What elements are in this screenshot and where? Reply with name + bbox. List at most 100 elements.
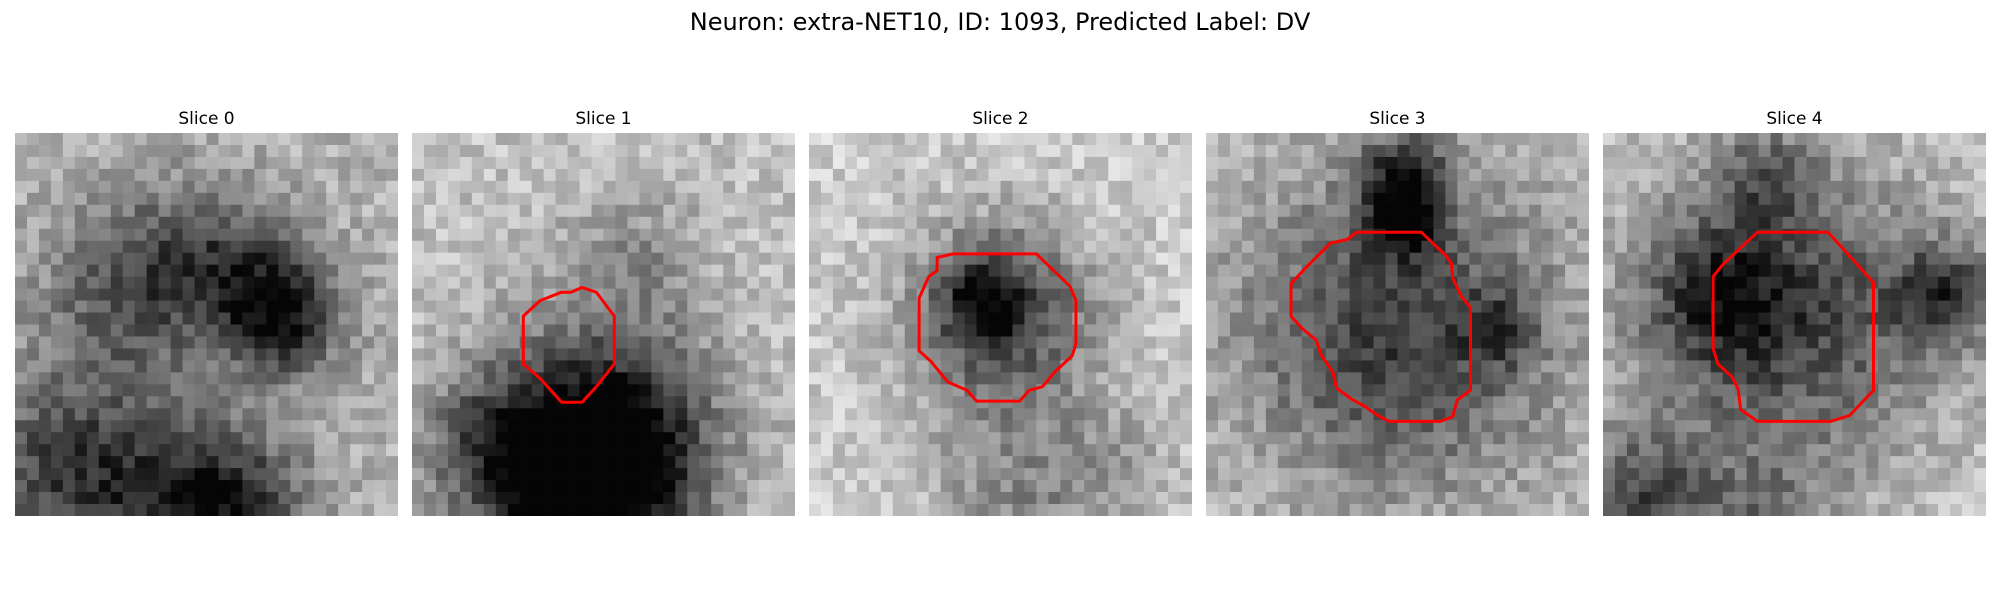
image-pixel <box>1277 312 1291 326</box>
image-pixel <box>1397 408 1411 421</box>
image-pixel <box>1349 348 1363 362</box>
image-pixel <box>519 204 533 218</box>
image-pixel <box>639 168 652 182</box>
image-pixel <box>1313 480 1327 493</box>
image-pixel <box>1060 144 1073 158</box>
image-pixel <box>1541 300 1554 314</box>
image-pixel <box>1746 432 1760 445</box>
image-pixel <box>314 133 327 146</box>
image-pixel <box>1241 276 1255 290</box>
image-pixel <box>1758 168 1772 182</box>
image-pixel <box>1614 192 1628 206</box>
image-pixel <box>338 504 351 516</box>
image-pixel <box>783 504 795 516</box>
image-pixel <box>1577 192 1589 206</box>
image-pixel <box>868 228 882 242</box>
image-pixel <box>1433 156 1446 170</box>
image-pixel <box>471 312 485 326</box>
image-pixel <box>1842 384 1855 397</box>
image-pixel <box>423 444 437 457</box>
image-pixel <box>1878 348 1891 362</box>
image-pixel <box>1914 252 1927 266</box>
image-pixel <box>1144 468 1157 481</box>
image-pixel <box>338 432 351 445</box>
image-pixel <box>856 372 870 385</box>
image-pixel <box>1265 252 1279 266</box>
image-pixel <box>1493 324 1506 338</box>
image-pixel <box>771 288 784 302</box>
image-pixel <box>771 240 784 254</box>
image-pixel <box>1253 324 1267 338</box>
image-pixel <box>1313 408 1327 421</box>
image-pixel <box>1373 300 1387 314</box>
image-pixel <box>904 312 918 326</box>
image-pixel <box>412 276 425 290</box>
image-pixel <box>699 348 712 362</box>
image-pixel <box>1890 264 1903 278</box>
image-pixel <box>338 216 351 230</box>
image-pixel <box>1469 432 1482 445</box>
image-pixel <box>1289 300 1303 314</box>
image-pixel <box>639 372 652 385</box>
image-pixel <box>302 204 315 218</box>
image-pixel <box>86 156 100 170</box>
image-pixel <box>122 144 136 158</box>
image-pixel <box>928 192 942 206</box>
image-pixel <box>952 336 966 350</box>
image-pixel <box>435 144 449 158</box>
image-pixel <box>1120 456 1133 469</box>
image-pixel <box>832 216 846 230</box>
image-pixel <box>1096 408 1109 421</box>
image-pixel <box>50 504 64 516</box>
image-pixel <box>86 300 100 314</box>
image-pixel <box>1289 396 1303 409</box>
image-pixel <box>687 372 700 385</box>
image-pixel <box>1060 480 1073 493</box>
image-pixel <box>1878 312 1891 326</box>
image-pixel <box>1926 384 1939 397</box>
image-pixel <box>1445 468 1458 481</box>
image-pixel <box>531 384 545 397</box>
image-pixel <box>1638 324 1652 338</box>
image-pixel <box>809 420 822 433</box>
image-pixel <box>1794 133 1808 146</box>
image-pixel <box>711 180 724 194</box>
image-pixel <box>15 360 28 373</box>
image-pixel <box>904 288 918 302</box>
image-pixel <box>122 240 136 254</box>
image-pixel <box>1553 336 1566 350</box>
image-pixel <box>892 396 906 409</box>
image-pixel <box>1698 384 1712 397</box>
image-pixel <box>50 228 64 242</box>
image-pixel <box>809 252 822 266</box>
image-pixel <box>278 348 291 362</box>
image-pixel <box>194 468 208 481</box>
image-pixel <box>495 240 509 254</box>
image-pixel <box>1108 504 1121 516</box>
image-pixel <box>1758 264 1772 278</box>
image-pixel <box>314 504 327 516</box>
image-pixel <box>687 408 700 421</box>
image-pixel <box>471 204 485 218</box>
image-pixel <box>290 156 303 170</box>
image-pixel <box>170 324 184 338</box>
image-pixel <box>1120 180 1133 194</box>
image-pixel <box>62 252 76 266</box>
image-pixel <box>1541 396 1554 409</box>
image-pixel <box>254 276 267 290</box>
image-pixel <box>1577 444 1589 457</box>
image-pixel <box>928 228 942 242</box>
image-pixel <box>1457 468 1470 481</box>
image-pixel <box>1830 456 1843 469</box>
image-pixel <box>952 432 966 445</box>
image-pixel <box>302 420 315 433</box>
image-pixel <box>1698 252 1712 266</box>
image-pixel <box>1890 192 1903 206</box>
image-pixel <box>290 276 303 290</box>
image-pixel <box>735 408 748 421</box>
image-pixel <box>651 456 664 469</box>
image-pixel <box>1445 312 1458 326</box>
image-pixel <box>1962 300 1975 314</box>
image-pixel <box>1253 456 1267 469</box>
image-pixel <box>1481 504 1494 516</box>
